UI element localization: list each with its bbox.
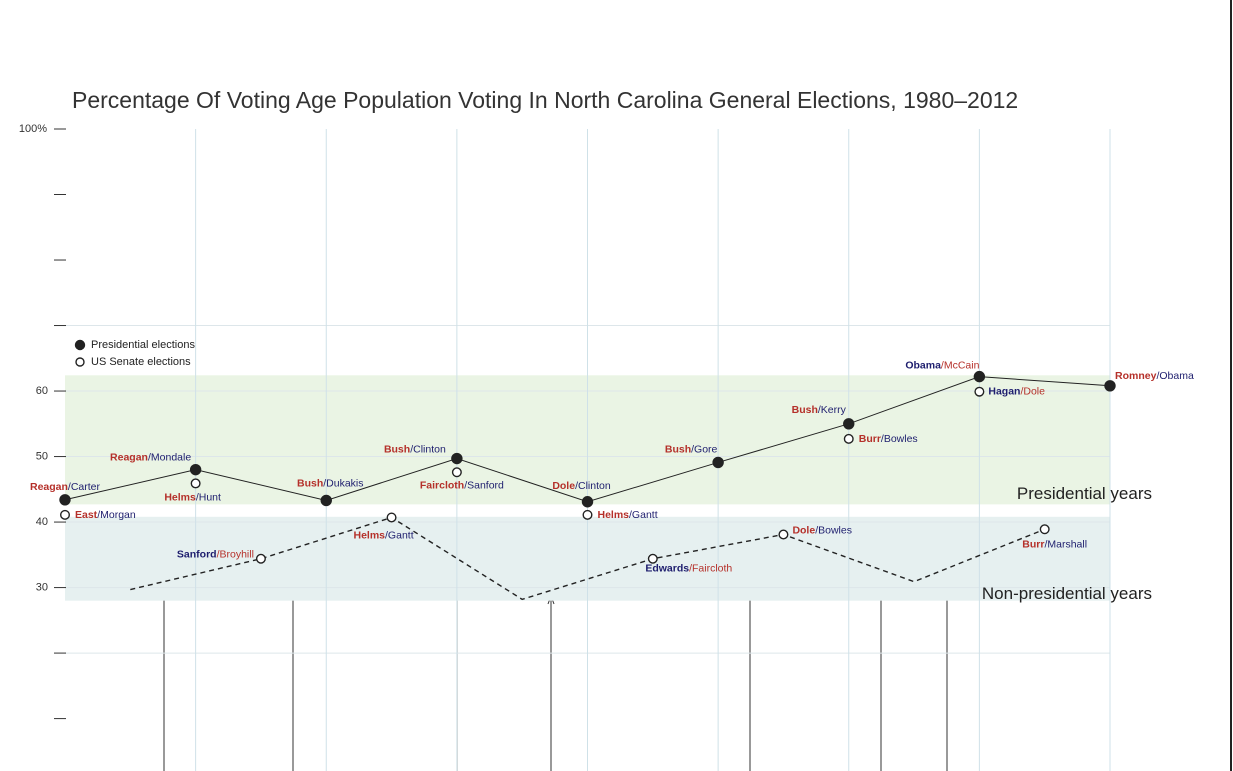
point-label: Dole/Bowles: [792, 524, 852, 536]
label-part: /Gore: [691, 443, 717, 455]
label-part: Reagan: [30, 481, 68, 493]
point-label: Helms/Hunt: [164, 491, 221, 503]
point: [843, 418, 855, 430]
point: [59, 494, 71, 506]
label-part: /Obama: [1156, 370, 1194, 382]
point: [1104, 380, 1116, 392]
point: [1039, 524, 1050, 535]
point-label: Obama/McCain: [905, 359, 979, 371]
label-part: Faircloth: [420, 479, 464, 491]
point: [451, 452, 463, 465]
legend-label: US Senate elections: [91, 356, 191, 368]
legend-marker: [75, 357, 85, 367]
point: [320, 494, 332, 507]
point-label: Reagan/Carter: [30, 481, 101, 493]
point-label: Reagan/Mondale: [110, 451, 191, 463]
label-part: /Kerry: [818, 404, 847, 416]
band-label: Non-presidential years: [982, 584, 1152, 603]
label-part: Sanford: [177, 549, 217, 561]
point-label: Burr/Bowles: [859, 433, 918, 445]
point: [712, 456, 724, 469]
point: [974, 386, 985, 397]
point: [973, 370, 986, 383]
point-label: Bush/Kerry: [792, 404, 847, 416]
legend-label: Presidential elections: [91, 339, 195, 351]
legend-marker: [74, 339, 86, 351]
band-label: Presidential years: [1017, 484, 1152, 503]
point: [386, 512, 397, 523]
y-tick-label: 40: [36, 516, 48, 528]
y-tick-label: 100%: [19, 123, 47, 135]
label-part: Romney: [1115, 370, 1157, 382]
chart-title: Percentage Of Voting Age Population Voti…: [72, 87, 1018, 113]
point-label: Helms/Gantt: [598, 509, 658, 521]
point: [581, 496, 594, 508]
label-part: Bush: [297, 477, 323, 489]
y-tick-label: 60: [36, 385, 48, 397]
point-label: Bush/Gore: [665, 443, 718, 455]
label-part: /Dole: [1020, 385, 1045, 397]
label-part: Helms: [164, 491, 196, 503]
point-label: Faircloth/Sanford: [420, 479, 504, 491]
label-part: Burr: [859, 433, 881, 445]
y-tick-label: 30: [36, 581, 48, 593]
point-label: Edwards/Faircloth: [645, 563, 732, 575]
label-part: Helms: [598, 509, 630, 521]
point-label: Bush/Clinton: [384, 443, 446, 455]
point-label: Romney/Obama: [1115, 370, 1194, 382]
y-tick-label: 50: [36, 450, 48, 462]
point-label: Hagan/Dole: [988, 385, 1045, 397]
label-part: /Morgan: [97, 509, 136, 521]
label-part: /Bowles: [881, 433, 918, 445]
label-part: Dole: [552, 480, 575, 492]
label-part: Bush: [792, 404, 818, 416]
label-part: /McCain: [941, 359, 980, 371]
point: [843, 433, 854, 444]
label-part: /Clinton: [575, 480, 611, 492]
label-part: /Gantt: [629, 509, 658, 521]
label-part: /Broyhill: [217, 549, 254, 561]
point: [582, 509, 593, 520]
point: [189, 463, 202, 476]
point: [647, 553, 658, 564]
label-part: Edwards: [645, 563, 689, 575]
point-label: Helms/Gantt: [354, 529, 414, 541]
label-part: Obama: [905, 359, 941, 371]
label-part: /Clinton: [410, 443, 446, 455]
point-label: Dole/Clinton: [552, 480, 611, 492]
label-part: Bush: [384, 443, 410, 455]
series-line: [130, 516, 1045, 601]
label-part: Helms: [354, 529, 386, 541]
label-part: Burr: [1022, 538, 1044, 550]
label-part: /Gantt: [385, 529, 414, 541]
point-label: Bush/Dukakis: [297, 477, 364, 489]
label-part: /Bowles: [815, 524, 852, 536]
label-part: Reagan: [110, 451, 148, 463]
point-label: Sanford/Broyhill: [177, 549, 254, 561]
point-label: Burr/Marshall: [1022, 538, 1087, 550]
point: [60, 509, 71, 520]
point: [451, 467, 462, 478]
label-part: /Dukakis: [323, 477, 363, 489]
label-part: East: [75, 509, 98, 521]
point-label: East/Morgan: [75, 509, 136, 521]
point: [255, 553, 266, 564]
label-part: /Faircloth: [689, 563, 732, 575]
label-part: /Carter: [68, 481, 101, 493]
label-part: /Sanford: [464, 479, 504, 491]
label-part: /Hunt: [196, 491, 221, 503]
label-part: /Marshall: [1044, 538, 1087, 550]
label-part: /Mondale: [148, 451, 191, 463]
label-part: Bush: [665, 443, 691, 455]
point: [778, 529, 789, 540]
label-part: Hagan: [988, 385, 1020, 397]
point: [190, 478, 201, 489]
label-part: Dole: [792, 524, 815, 536]
